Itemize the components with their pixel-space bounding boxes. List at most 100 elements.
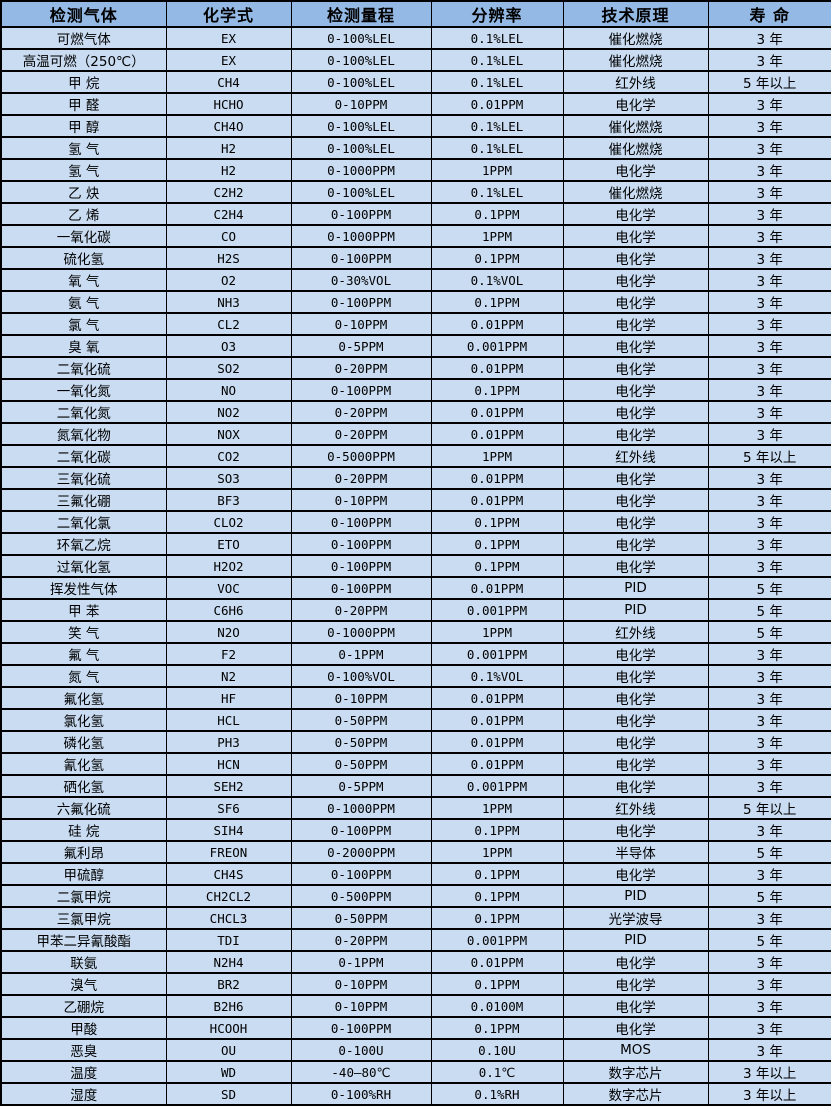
table-row: 氨 气 NH3 0-100PPM 0.1PPM 电化学 3 年	[0, 290, 831, 314]
formula-cell: HCN	[165, 752, 292, 776]
range-cell: 0-5000PPM	[290, 444, 432, 468]
resolution-cell: 0.1%LEL	[430, 114, 564, 138]
resolution-cell: 0.1%LEL	[430, 26, 564, 50]
lifespan-cell: 3 年	[707, 48, 831, 72]
table-row: 二氧化氮 NO2 0-20PPM 0.01PPM 电化学 3 年	[0, 400, 831, 424]
resolution-cell: 0.1PPM	[430, 290, 564, 314]
col-header-principle: 技术原理	[562, 0, 709, 28]
principle-cell: 电化学	[562, 642, 709, 666]
range-cell: 0-100PPM	[290, 246, 432, 270]
range-cell: 0-20PPM	[290, 598, 432, 622]
gas-name-cell: 笑 气	[0, 620, 167, 644]
lifespan-cell: 3 年	[707, 378, 831, 402]
formula-cell: O3	[165, 334, 292, 358]
lifespan-cell: 5 年	[707, 620, 831, 644]
range-cell: 0-100PPM	[290, 202, 432, 226]
range-cell: 0-20PPM	[290, 422, 432, 446]
col-header-resolution: 分辨率	[430, 0, 564, 28]
principle-cell: 光学波导	[562, 906, 709, 930]
principle-cell: 电化学	[562, 92, 709, 116]
principle-cell: 红外线	[562, 444, 709, 468]
resolution-cell: 1PPM	[430, 620, 564, 644]
formula-cell: CO	[165, 224, 292, 248]
resolution-cell: 0.1PPM	[430, 818, 564, 842]
range-cell: 0-1000PPM	[290, 158, 432, 182]
range-cell: 0-20PPM	[290, 928, 432, 952]
formula-cell: CO2	[165, 444, 292, 468]
range-cell: 0-100%LEL	[290, 114, 432, 138]
principle-cell: 电化学	[562, 730, 709, 754]
lifespan-cell: 5 年	[707, 928, 831, 952]
resolution-cell: 0.01PPM	[430, 466, 564, 490]
principle-cell: 电化学	[562, 158, 709, 182]
table-row: 硒化氢 SEH2 0-5PPM 0.001PPM 电化学 3 年	[0, 774, 831, 798]
gas-name-cell: 氰化氢	[0, 752, 167, 776]
range-cell: 0-100PPM	[290, 576, 432, 600]
table-row: 甲 醛 HCHO 0-10PPM 0.01PPM 电化学 3 年	[0, 92, 831, 116]
principle-cell: 电化学	[562, 708, 709, 732]
table-row: 磷化氢 PH3 0-50PPM 0.01PPM 电化学 3 年	[0, 730, 831, 754]
table-row: 甲酸 HCOOH 0-100PPM 0.1PPM 电化学 3 年	[0, 1016, 831, 1040]
range-cell: 0-20PPM	[290, 356, 432, 380]
principle-cell: 电化学	[562, 862, 709, 886]
gas-name-cell: 氟 气	[0, 642, 167, 666]
resolution-cell: 0.01PPM	[430, 576, 564, 600]
table-row: 过氧化氢 H2O2 0-100PPM 0.1PPM 电化学 3 年	[0, 554, 831, 578]
lifespan-cell: 3 年	[707, 1038, 831, 1062]
gas-name-cell: 氧 气	[0, 268, 167, 292]
range-cell: 0-100PPM	[290, 378, 432, 402]
lifespan-cell: 3 年	[707, 202, 831, 226]
table-row: 硫化氢 H2S 0-100PPM 0.1PPM 电化学 3 年	[0, 246, 831, 270]
resolution-cell: 0.01PPM	[430, 730, 564, 754]
table-row: 三氧化硫 SO3 0-20PPM 0.01PPM 电化学 3 年	[0, 466, 831, 490]
lifespan-cell: 3 年	[707, 642, 831, 666]
lifespan-cell: 3 年	[707, 180, 831, 204]
resolution-cell: 1PPM	[430, 840, 564, 864]
table-row: 乙硼烷 B2H6 0-10PPM 0.0100M 电化学 3 年	[0, 994, 831, 1018]
range-cell: 0-100%RH	[290, 1082, 432, 1106]
lifespan-cell: 3 年	[707, 774, 831, 798]
gas-name-cell: 可燃气体	[0, 26, 167, 50]
range-cell: 0-100%LEL	[290, 26, 432, 50]
principle-cell: 电化学	[562, 774, 709, 798]
formula-cell: HCHO	[165, 92, 292, 116]
gas-name-cell: 过氧化氢	[0, 554, 167, 578]
col-header-range: 检测量程	[290, 0, 432, 28]
table-row: 溴气 BR2 0-10PPM 0.1PPM 电化学 3 年	[0, 972, 831, 996]
gas-name-cell: 氯化氢	[0, 708, 167, 732]
table-row: 温度 WD -40—80℃ 0.1℃ 数字芯片 3 年以上	[0, 1060, 831, 1084]
gas-name-cell: 氢 气	[0, 136, 167, 160]
principle-cell: 电化学	[562, 268, 709, 292]
principle-cell: 催化燃烧	[562, 180, 709, 204]
formula-cell: FREON	[165, 840, 292, 864]
resolution-cell: 0.1%LEL	[430, 48, 564, 72]
gas-name-cell: 溴气	[0, 972, 167, 996]
range-cell: 0-50PPM	[290, 752, 432, 776]
lifespan-cell: 3 年	[707, 708, 831, 732]
resolution-cell: 0.01PPM	[430, 356, 564, 380]
resolution-cell: 0.1℃	[430, 1060, 564, 1084]
range-cell: -40—80℃	[290, 1060, 432, 1084]
formula-cell: NO2	[165, 400, 292, 424]
resolution-cell: 0.1%LEL	[430, 180, 564, 204]
lifespan-cell: 3 年以上	[707, 1082, 831, 1106]
principle-cell: 电化学	[562, 488, 709, 512]
range-cell: 0-50PPM	[290, 708, 432, 732]
lifespan-cell: 3 年	[707, 158, 831, 182]
range-cell: 0-5PPM	[290, 334, 432, 358]
range-cell: 0-100%LEL	[290, 70, 432, 94]
table-row: 二氧化硫 SO2 0-20PPM 0.01PPM 电化学 3 年	[0, 356, 831, 380]
formula-cell: VOC	[165, 576, 292, 600]
table-row: 三氯甲烷 CHCL3 0-50PPM 0.1PPM 光学波导 3 年	[0, 906, 831, 930]
resolution-cell: 0.1PPM	[430, 972, 564, 996]
formula-cell: HF	[165, 686, 292, 710]
gas-name-cell: 二氧化碳	[0, 444, 167, 468]
col-header-gas: 检测气体	[0, 0, 167, 28]
table-row: 氧 气 O2 0-30%VOL 0.1%VOL 电化学 3 年	[0, 268, 831, 292]
resolution-cell: 0.001PPM	[430, 774, 564, 798]
gas-name-cell: 高温可燃（250℃）	[0, 48, 167, 72]
formula-cell: H2	[165, 136, 292, 160]
gas-name-cell: 一氧化碳	[0, 224, 167, 248]
formula-cell: BF3	[165, 488, 292, 512]
formula-cell: SIH4	[165, 818, 292, 842]
